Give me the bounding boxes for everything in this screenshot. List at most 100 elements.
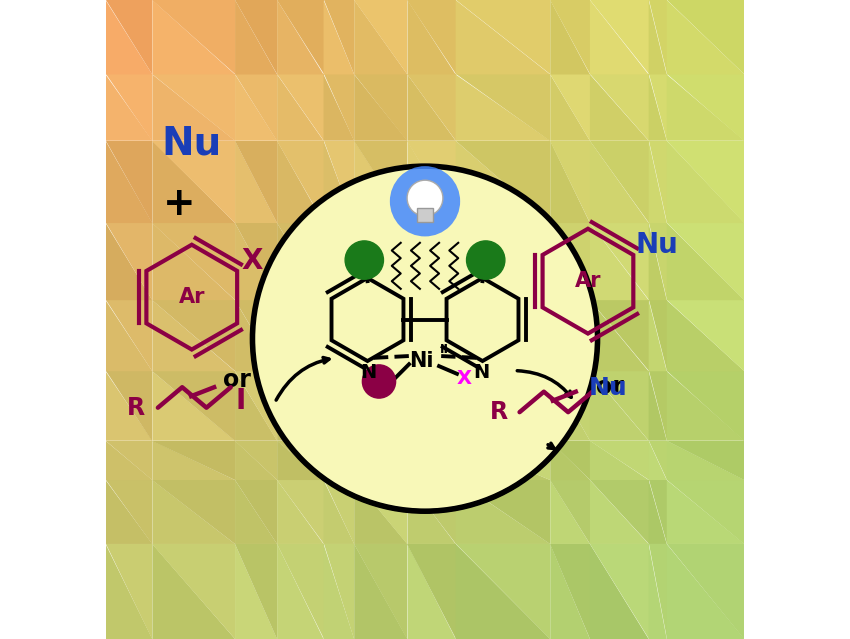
Polygon shape	[590, 223, 649, 300]
Polygon shape	[354, 371, 407, 441]
Polygon shape	[354, 480, 407, 544]
Text: +: +	[162, 185, 196, 224]
Text: or: or	[223, 368, 251, 392]
Polygon shape	[354, 141, 407, 223]
FancyBboxPatch shape	[417, 208, 433, 222]
Polygon shape	[152, 441, 235, 480]
Text: N: N	[473, 363, 490, 382]
Polygon shape	[407, 300, 456, 371]
Polygon shape	[407, 75, 456, 141]
Polygon shape	[277, 441, 324, 480]
Polygon shape	[354, 371, 407, 441]
Polygon shape	[152, 223, 235, 300]
Polygon shape	[666, 300, 745, 371]
Polygon shape	[649, 300, 666, 371]
Polygon shape	[105, 544, 152, 639]
Polygon shape	[152, 544, 235, 639]
Polygon shape	[277, 300, 324, 371]
Polygon shape	[456, 141, 550, 223]
Polygon shape	[590, 441, 649, 480]
Polygon shape	[235, 0, 277, 75]
Polygon shape	[590, 141, 649, 223]
Circle shape	[345, 241, 383, 279]
Polygon shape	[277, 223, 324, 300]
Text: Nu: Nu	[588, 376, 627, 400]
Polygon shape	[152, 141, 235, 223]
Polygon shape	[407, 441, 456, 480]
Polygon shape	[666, 480, 745, 544]
Polygon shape	[235, 141, 277, 223]
Polygon shape	[105, 441, 152, 480]
Polygon shape	[590, 0, 649, 75]
Polygon shape	[666, 544, 745, 639]
Polygon shape	[324, 441, 354, 480]
Polygon shape	[152, 300, 235, 371]
Polygon shape	[354, 544, 407, 639]
Polygon shape	[324, 544, 354, 639]
Polygon shape	[407, 223, 456, 300]
Polygon shape	[456, 371, 550, 441]
Polygon shape	[235, 544, 277, 639]
Polygon shape	[550, 441, 590, 480]
Polygon shape	[456, 0, 550, 75]
Polygon shape	[235, 223, 277, 300]
Polygon shape	[456, 75, 550, 141]
Polygon shape	[550, 371, 590, 441]
Polygon shape	[324, 371, 354, 441]
Polygon shape	[324, 75, 354, 141]
Polygon shape	[407, 75, 456, 141]
Polygon shape	[649, 141, 666, 223]
Polygon shape	[550, 223, 590, 300]
Polygon shape	[666, 441, 745, 480]
Polygon shape	[649, 75, 666, 141]
Polygon shape	[324, 0, 354, 75]
Polygon shape	[666, 544, 745, 639]
Text: X: X	[241, 247, 263, 275]
Polygon shape	[235, 441, 277, 480]
Polygon shape	[105, 371, 152, 441]
Polygon shape	[456, 480, 550, 544]
Polygon shape	[277, 441, 324, 480]
Polygon shape	[550, 441, 590, 480]
Text: or: or	[597, 374, 624, 399]
Polygon shape	[666, 75, 745, 141]
Polygon shape	[105, 544, 152, 639]
Polygon shape	[235, 300, 277, 371]
Text: R: R	[490, 400, 507, 424]
Polygon shape	[456, 544, 550, 639]
Polygon shape	[649, 223, 666, 300]
Polygon shape	[152, 0, 235, 75]
Polygon shape	[407, 371, 456, 441]
Polygon shape	[590, 371, 649, 441]
Polygon shape	[354, 141, 407, 223]
Text: I: I	[235, 387, 246, 415]
Polygon shape	[649, 441, 666, 480]
Polygon shape	[152, 75, 235, 141]
Polygon shape	[277, 0, 324, 75]
Polygon shape	[277, 75, 324, 141]
Polygon shape	[324, 141, 354, 223]
Polygon shape	[456, 300, 550, 371]
Polygon shape	[666, 141, 745, 223]
Polygon shape	[324, 141, 354, 223]
Polygon shape	[277, 480, 324, 544]
Polygon shape	[277, 544, 324, 639]
Polygon shape	[277, 300, 324, 371]
Polygon shape	[590, 441, 649, 480]
Polygon shape	[152, 223, 235, 300]
Polygon shape	[666, 0, 745, 75]
Polygon shape	[324, 0, 354, 75]
Polygon shape	[354, 544, 407, 639]
Polygon shape	[105, 441, 152, 480]
Polygon shape	[550, 300, 590, 371]
Polygon shape	[666, 75, 745, 141]
Polygon shape	[235, 141, 277, 223]
Polygon shape	[235, 441, 277, 480]
Polygon shape	[354, 300, 407, 371]
Polygon shape	[235, 480, 277, 544]
Polygon shape	[235, 223, 277, 300]
Polygon shape	[590, 300, 649, 371]
Polygon shape	[407, 441, 456, 480]
Polygon shape	[324, 223, 354, 300]
Polygon shape	[152, 0, 235, 75]
